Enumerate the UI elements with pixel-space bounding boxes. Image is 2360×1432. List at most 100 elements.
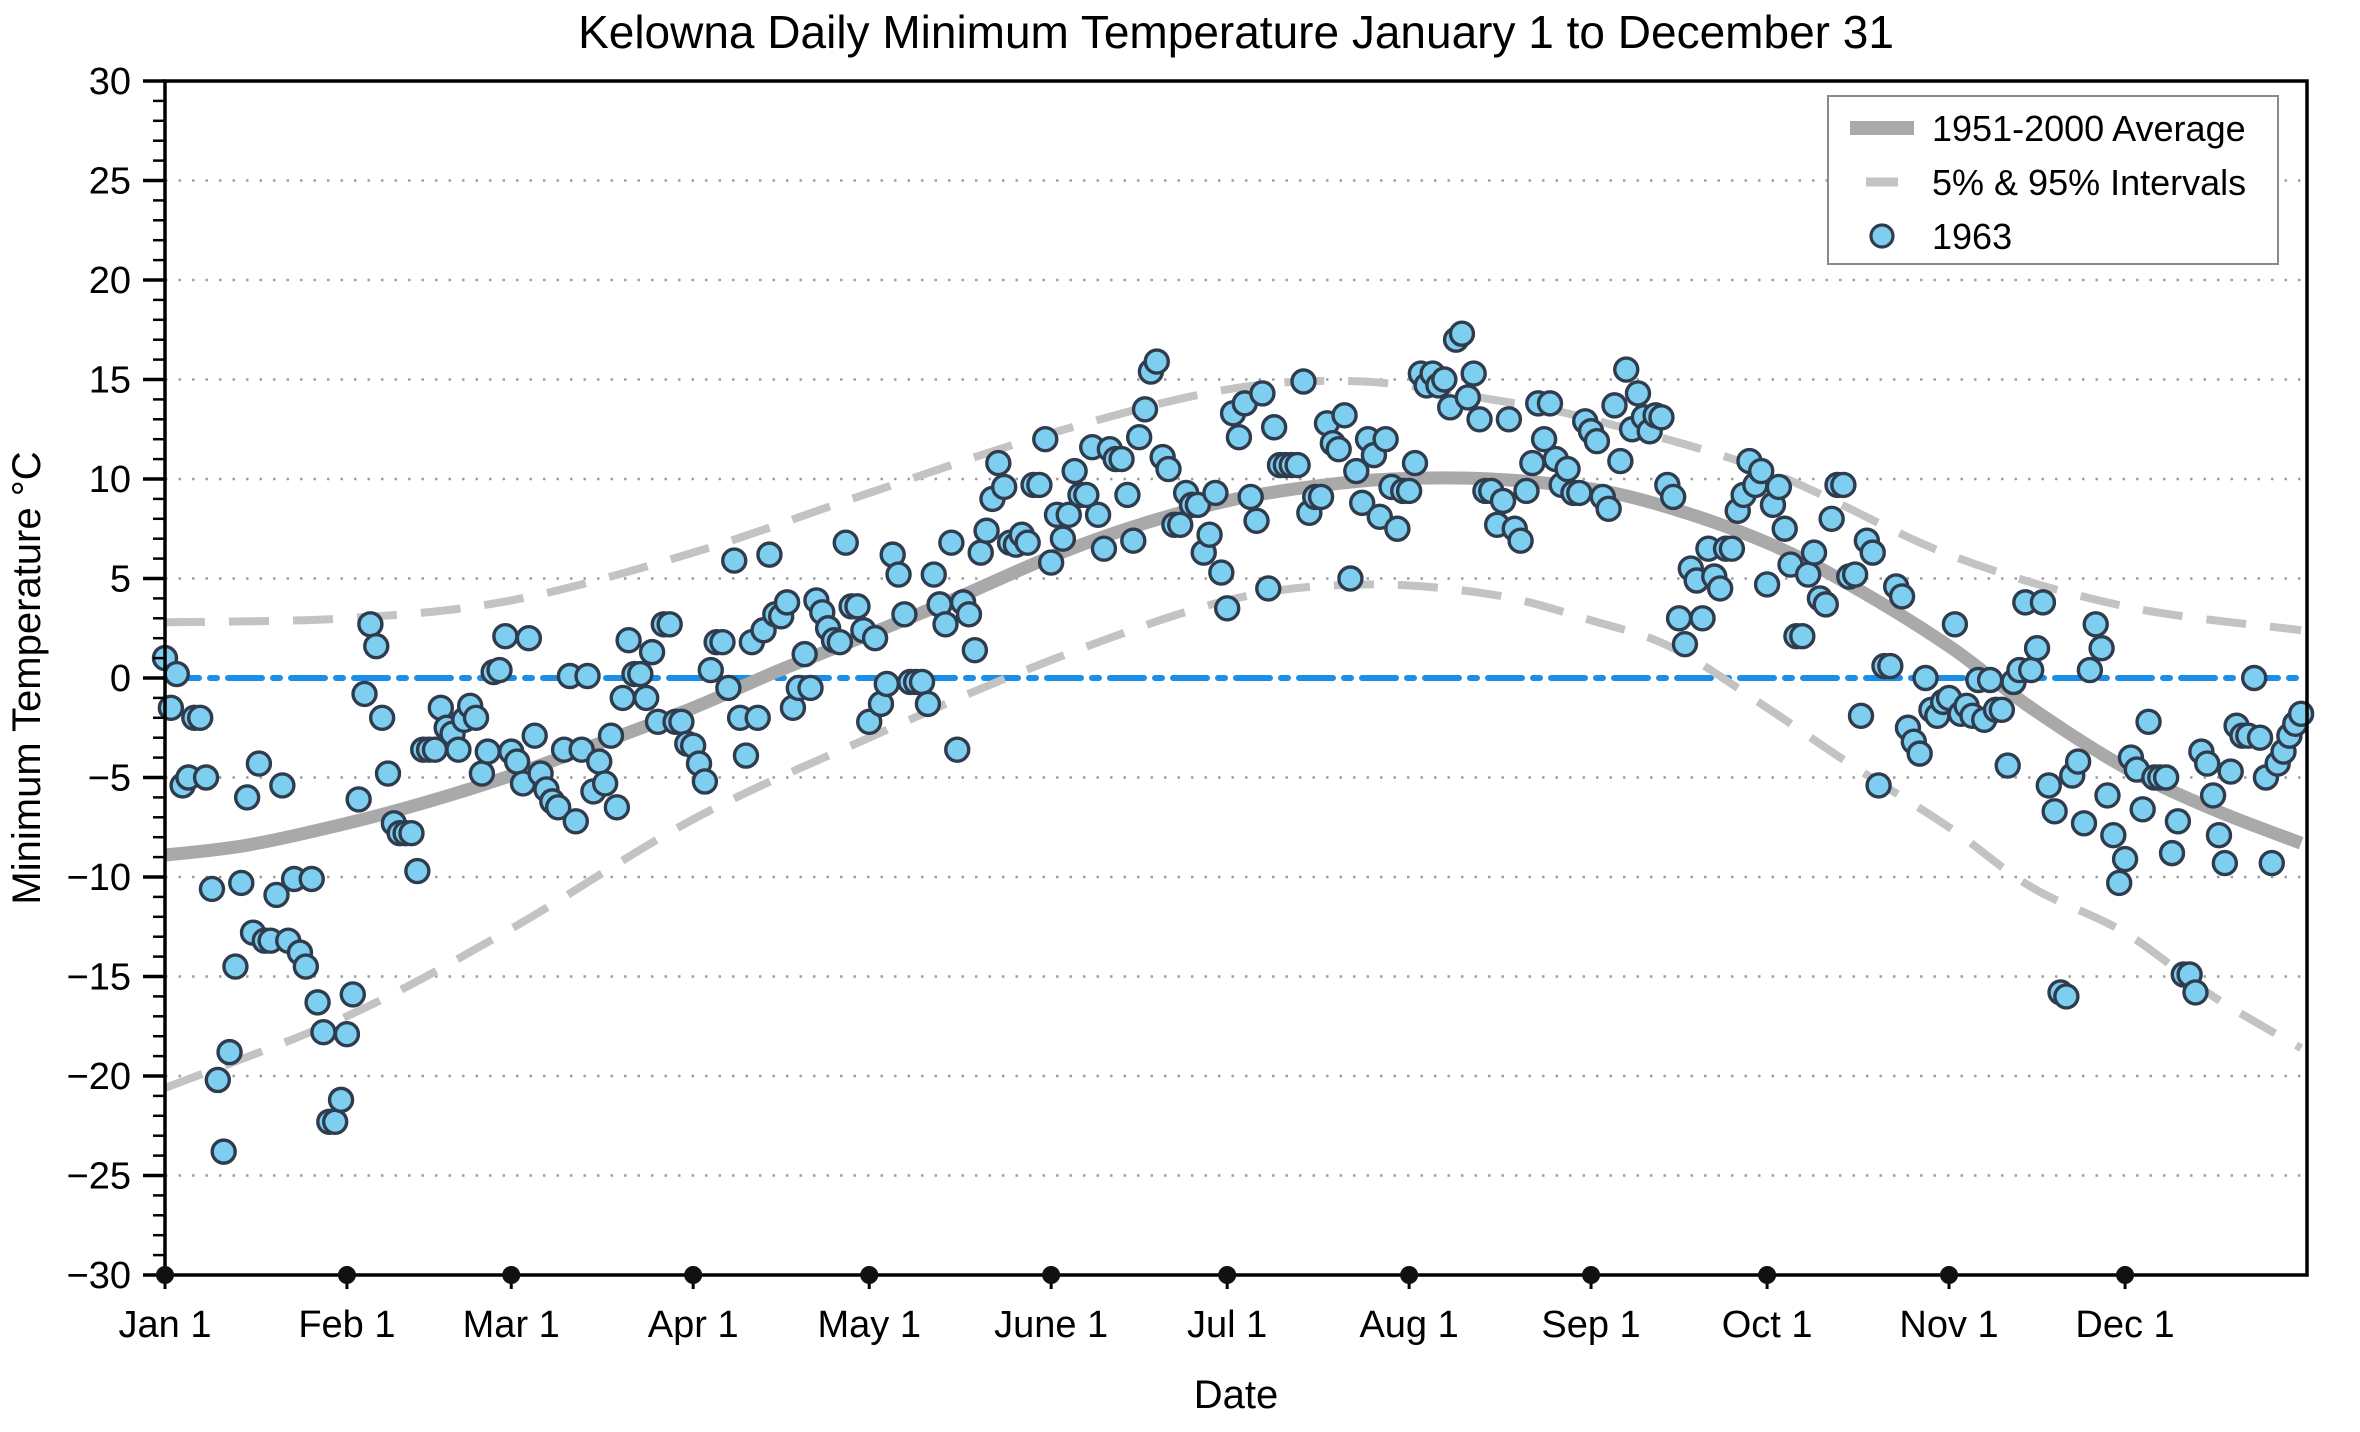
data-point: [1665, 605, 1693, 632]
x-tick-label: May 1: [817, 1304, 920, 1346]
data-point: [1976, 666, 2004, 694]
data-point: [1988, 696, 2016, 724]
x-tick-label: Mar 1: [463, 1304, 560, 1346]
data-point: [2194, 750, 2221, 777]
data-point: [1812, 591, 1839, 618]
month-marker-dot: [337, 1266, 356, 1284]
data-point: [198, 875, 226, 903]
data-point: [1841, 561, 1869, 588]
data-point: [1460, 360, 1487, 387]
y-tick-label: −20: [67, 1056, 131, 1098]
data-point: [2017, 656, 2045, 684]
data-point: [1789, 623, 1816, 650]
data-point: [627, 660, 654, 688]
data-point: [1466, 406, 1493, 433]
data-point: [844, 593, 871, 620]
data-point: [1595, 495, 1622, 523]
data-point: [363, 632, 390, 660]
x-axis-label: Date: [1194, 1373, 1279, 1417]
data-point: [1706, 575, 1734, 602]
y-tick-label: 25: [89, 161, 131, 203]
data-point: [1877, 652, 1904, 680]
data-point: [691, 768, 719, 795]
data-point: [1941, 611, 1969, 638]
data-point: [715, 674, 742, 702]
data-point: [1660, 483, 1687, 511]
y-tick-label: −10: [67, 857, 131, 899]
x-tick-label: Dec 1: [2075, 1304, 2174, 1346]
data-point: [791, 640, 818, 668]
legend-item-label: 5% & 95% Intervals: [1932, 162, 2246, 203]
data-point: [591, 770, 619, 797]
data-point: [2129, 796, 2156, 823]
data-point: [1290, 368, 1317, 395]
data-point: [1284, 451, 1311, 479]
month-marker-dot: [1940, 1266, 1959, 1284]
month-marker-dot: [1400, 1266, 1419, 1284]
data-point: [1260, 414, 1288, 441]
data-point: [1155, 455, 1182, 483]
data-point: [368, 704, 396, 731]
data-point: [603, 794, 631, 821]
month-marker-dot: [1042, 1266, 1061, 1284]
data-point: [1120, 527, 1147, 554]
data-point: [2088, 634, 2115, 662]
data-point: [1032, 426, 1059, 453]
data-point: [1084, 501, 1112, 529]
data-point: [1049, 525, 1077, 552]
data-point: [1689, 605, 1716, 632]
data-point: [1037, 549, 1065, 576]
data-point: [2082, 611, 2109, 638]
data-point: [955, 601, 983, 628]
data-point: [985, 449, 1012, 477]
data-point: [233, 784, 261, 811]
y-tick-label: −25: [67, 1156, 131, 1198]
data-point: [1613, 356, 1640, 383]
data-point: [245, 750, 273, 777]
data-point: [269, 772, 296, 799]
data-point: [1495, 406, 1523, 433]
data-point: [709, 628, 736, 656]
data-point: [1765, 473, 1793, 501]
data-point: [2041, 798, 2068, 825]
data-point: [2100, 822, 2127, 849]
data-point: [2094, 782, 2121, 809]
x-tick-label: Feb 1: [298, 1304, 395, 1346]
data-point: [2152, 764, 2180, 791]
data-point: [1513, 477, 1540, 505]
data-point: [1196, 521, 1223, 548]
axis-ticks: −30 −25 −20 −15 −10 −5 0 5 10 15 20 25 30 Jan 1 Feb 1 M…: [67, 61, 2175, 1346]
data-point: [832, 529, 859, 556]
data-point: [1830, 471, 1857, 499]
data-point: [339, 981, 366, 1008]
data-point: [2111, 845, 2139, 873]
data-point: [1401, 449, 1429, 477]
data-point: [1530, 426, 1558, 453]
data-point: [157, 694, 185, 722]
x-tick-label: Sep 1: [1541, 1304, 1640, 1346]
data-point: [492, 623, 519, 650]
data-point: [1718, 535, 1746, 562]
data-point: [210, 1138, 237, 1165]
data-point: [1073, 481, 1100, 509]
data-point: [310, 1019, 337, 1046]
data-point: [462, 704, 490, 731]
scatter-points-1963: [151, 320, 2315, 1165]
data-point: [1208, 559, 1235, 586]
data-point: [1519, 449, 1546, 477]
data-point: [1366, 503, 1393, 531]
data-point: [398, 820, 425, 847]
data-point: [1026, 471, 1053, 499]
y-tick-label: 20: [89, 260, 131, 302]
data-point: [521, 722, 548, 749]
data-point: [1566, 479, 1593, 507]
data-point: [797, 674, 824, 702]
data-point: [1800, 539, 1828, 566]
data-point: [2246, 724, 2274, 751]
month-marker-dot: [1758, 1266, 1777, 1284]
data-point: [773, 589, 801, 616]
data-point: [222, 953, 249, 980]
data-point: [1994, 752, 2021, 779]
data-point: [1255, 575, 1282, 602]
